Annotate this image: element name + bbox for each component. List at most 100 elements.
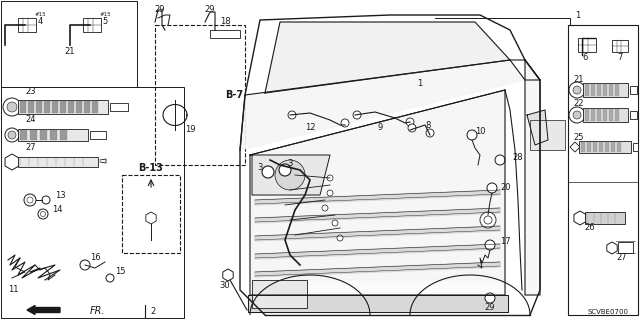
Bar <box>605 142 609 152</box>
Bar <box>50 130 57 140</box>
Bar <box>30 130 37 140</box>
Circle shape <box>487 183 497 193</box>
Circle shape <box>5 128 19 142</box>
FancyArrow shape <box>27 306 60 315</box>
Bar <box>252 280 307 308</box>
Polygon shape <box>527 110 548 145</box>
Circle shape <box>327 190 333 196</box>
Circle shape <box>38 209 48 219</box>
Bar <box>583 83 628 97</box>
Bar <box>581 142 585 152</box>
Polygon shape <box>250 90 505 280</box>
Bar <box>36 101 42 113</box>
Text: B-13: B-13 <box>139 163 163 173</box>
Text: 29: 29 <box>155 4 165 13</box>
Bar <box>1 87 184 318</box>
Bar <box>612 40 628 52</box>
Text: 10: 10 <box>475 128 485 137</box>
Text: 16: 16 <box>90 254 100 263</box>
Bar <box>210 30 240 38</box>
Circle shape <box>569 107 585 123</box>
Bar <box>630 111 637 119</box>
Circle shape <box>279 164 291 176</box>
Polygon shape <box>252 155 330 195</box>
Text: 19: 19 <box>185 125 195 135</box>
Text: 3: 3 <box>257 162 262 172</box>
Bar <box>20 101 26 113</box>
Bar <box>60 130 67 140</box>
Circle shape <box>353 111 361 119</box>
Bar <box>609 109 613 121</box>
Circle shape <box>573 111 581 119</box>
Text: FR.: FR. <box>90 306 106 316</box>
Circle shape <box>24 194 36 206</box>
Bar <box>40 130 47 140</box>
Text: 29: 29 <box>205 4 215 13</box>
Circle shape <box>485 240 495 250</box>
Text: 7: 7 <box>618 54 623 63</box>
Bar <box>568 25 638 315</box>
Polygon shape <box>255 226 500 241</box>
Text: 29: 29 <box>484 303 495 313</box>
Bar <box>44 101 50 113</box>
Text: #15: #15 <box>99 11 111 17</box>
Text: 15: 15 <box>115 268 125 277</box>
Circle shape <box>7 102 17 112</box>
Circle shape <box>332 220 338 226</box>
Bar <box>20 130 27 140</box>
Text: 12: 12 <box>305 123 316 132</box>
Bar <box>52 101 58 113</box>
Text: 13: 13 <box>55 190 66 199</box>
Text: 8: 8 <box>426 121 431 130</box>
Circle shape <box>406 118 414 126</box>
Bar <box>28 101 34 113</box>
Bar <box>60 101 66 113</box>
Polygon shape <box>255 244 500 259</box>
Circle shape <box>262 166 274 178</box>
Circle shape <box>42 196 50 204</box>
Text: 23: 23 <box>25 86 36 95</box>
Text: SCVBE0700: SCVBE0700 <box>587 309 628 315</box>
Bar <box>122 175 180 253</box>
Text: 3: 3 <box>287 159 292 167</box>
Bar <box>585 212 625 224</box>
Bar <box>18 18 36 32</box>
Circle shape <box>337 235 343 241</box>
Text: 27: 27 <box>617 254 627 263</box>
Bar <box>603 84 607 96</box>
Text: 21: 21 <box>65 48 76 56</box>
Text: 1: 1 <box>575 11 580 19</box>
Bar <box>18 157 98 167</box>
Bar <box>18 100 108 114</box>
Text: 4: 4 <box>37 18 43 26</box>
Circle shape <box>288 111 296 119</box>
Text: 18: 18 <box>220 18 230 26</box>
Bar <box>579 141 631 153</box>
Bar <box>591 84 595 96</box>
Circle shape <box>3 98 21 116</box>
Circle shape <box>484 216 492 224</box>
Bar <box>633 143 638 151</box>
Text: 2: 2 <box>150 307 156 315</box>
Text: 24: 24 <box>25 115 35 124</box>
Circle shape <box>426 129 434 137</box>
Circle shape <box>322 205 328 211</box>
Text: 6: 6 <box>582 54 588 63</box>
Text: #15: #15 <box>34 11 46 17</box>
Text: 21: 21 <box>573 75 584 84</box>
Bar <box>1 1 137 87</box>
Text: 17: 17 <box>500 238 511 247</box>
Circle shape <box>573 86 581 94</box>
Polygon shape <box>240 60 525 150</box>
Circle shape <box>341 119 349 127</box>
Bar <box>585 109 589 121</box>
Bar <box>587 142 591 152</box>
Circle shape <box>8 131 16 139</box>
Circle shape <box>327 175 333 181</box>
Bar <box>76 101 82 113</box>
Text: 9: 9 <box>378 122 383 131</box>
Bar <box>593 142 597 152</box>
Text: 1: 1 <box>417 79 422 88</box>
Circle shape <box>408 124 416 132</box>
Bar <box>603 109 607 121</box>
